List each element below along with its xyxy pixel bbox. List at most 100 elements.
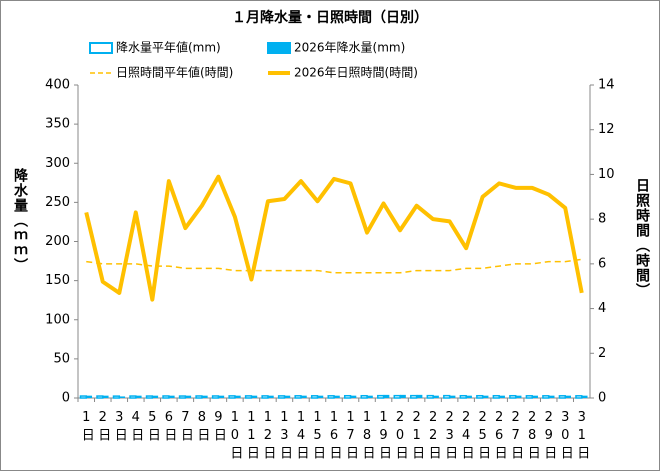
bar: [195, 395, 203, 399]
bar: [201, 395, 208, 398]
y-tick-label: 0: [62, 391, 70, 406]
x-tick-label: 23日: [442, 410, 457, 462]
bar: [244, 395, 253, 399]
bar: [476, 394, 484, 399]
bar: [400, 394, 406, 398]
bar: [185, 395, 192, 398]
legend-label: 2026年降水量(mm): [294, 41, 405, 55]
bar: [277, 395, 286, 399]
x-tick-label: 11日: [244, 410, 259, 462]
bar: [492, 394, 500, 399]
line: [84, 174, 584, 302]
y-axis-title: 降水量（ｍｍ）: [12, 167, 29, 273]
y2-tick-label: 12: [598, 122, 615, 137]
bar: [261, 395, 269, 399]
bar: [168, 395, 175, 398]
x-tick-label: 18日: [360, 410, 375, 462]
bar: [228, 395, 236, 399]
bar: [367, 395, 373, 398]
y-tick-label: 300: [45, 156, 70, 171]
x-tick-label: 26日: [492, 410, 507, 462]
bar: [581, 395, 588, 398]
y-tick-label: 400: [45, 78, 70, 93]
bar: [86, 395, 93, 398]
bar: [350, 395, 357, 398]
bar: [466, 395, 472, 398]
x-tick-label: 15日: [310, 410, 325, 462]
bar: [499, 395, 505, 398]
x-tick-label: 31日: [574, 410, 589, 462]
bar: [317, 395, 324, 398]
legend-swatch: [89, 42, 113, 54]
legend-label: 2026年日照時間(時間): [294, 66, 418, 80]
bar: [426, 394, 434, 399]
bar: [433, 395, 439, 398]
x-tick-label: 12日: [260, 410, 275, 462]
x-tick-label: 3日: [112, 410, 127, 444]
bar: [162, 395, 170, 399]
x-tick-label: 10日: [227, 410, 242, 462]
bar: [294, 395, 302, 399]
x-tick-label: 16日: [327, 410, 342, 462]
y2-tick-label: 2: [598, 346, 606, 361]
y2-tick-label: 8: [598, 212, 606, 227]
bar: [393, 394, 401, 399]
x-tick-label: 1日: [79, 410, 94, 444]
bar: [251, 395, 258, 398]
bar: [135, 395, 142, 398]
legend-label: 降水量平年値(mm): [116, 40, 221, 55]
bar: [178, 395, 187, 399]
y2-tick-label: 14: [598, 78, 615, 93]
bar: [300, 395, 307, 398]
y-tick-label: 100: [45, 312, 70, 327]
bar: [129, 395, 137, 399]
x-tick-label: 14日: [293, 410, 308, 462]
y-tick-label: 50: [53, 351, 70, 366]
x-tick-label: 8日: [194, 410, 209, 444]
bar: [310, 395, 319, 399]
x-tick-label: 9日: [211, 410, 226, 444]
bar: [234, 395, 241, 398]
bar: [119, 396, 126, 398]
x-tick-label: 21日: [409, 410, 424, 462]
y2-tick-label: 6: [598, 256, 606, 271]
y2-tick-label: 0: [598, 391, 606, 406]
bar: [548, 395, 555, 398]
x-tick-label: 5日: [145, 410, 160, 444]
y-tick-label: 350: [45, 117, 70, 132]
bar: [284, 395, 291, 398]
x-tick-label: 17日: [343, 410, 358, 462]
y-tick-label: 200: [45, 234, 70, 249]
x-tick-label: 7日: [178, 410, 193, 444]
bar: [218, 395, 225, 398]
bar: [558, 395, 566, 399]
bar: [211, 395, 220, 399]
y-tick-label: 150: [45, 273, 70, 288]
chart-title: １月降水量・日照時間（日別）: [232, 9, 428, 26]
x-tick-label: 22日: [426, 410, 441, 462]
bar: [343, 394, 352, 399]
x-tick-label: 19日: [376, 410, 391, 462]
bar: [383, 394, 390, 398]
bar: [565, 395, 572, 398]
bar: [377, 394, 385, 399]
x-tick-label: 6日: [161, 410, 176, 444]
bar: [525, 395, 533, 399]
bar: [145, 395, 154, 399]
x-tick-label: 25日: [475, 410, 490, 462]
bar: [96, 395, 104, 399]
x-tick-label: 20日: [393, 410, 408, 462]
bar: [267, 395, 274, 398]
bar: [532, 395, 538, 398]
bar: [416, 394, 423, 398]
bar: [79, 395, 88, 399]
bar: [327, 395, 335, 399]
bar: [482, 395, 489, 398]
bar: [459, 394, 467, 399]
x-tick-label: 28日: [525, 410, 540, 462]
x-tick-label: 4日: [128, 410, 143, 444]
bar: [542, 395, 550, 399]
x-tick-label: 30日: [558, 410, 573, 462]
y-tick-label: 250: [45, 195, 70, 210]
